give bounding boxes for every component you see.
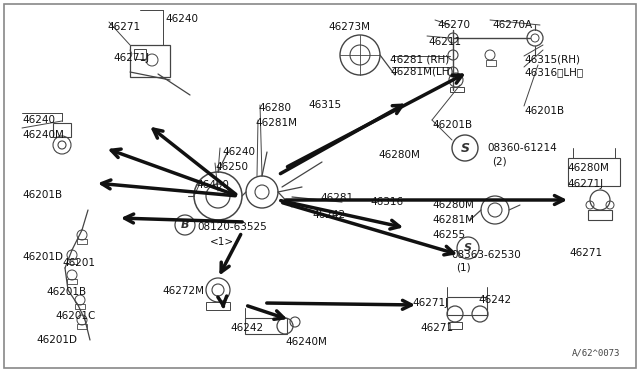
Text: 08360-61214: 08360-61214 (487, 143, 557, 153)
Bar (568, 158, 620, 186)
Text: 46281M(LH): 46281M(LH) (390, 66, 454, 76)
Bar (486, 60, 496, 66)
Text: 46240: 46240 (22, 115, 55, 125)
Text: 46281M: 46281M (432, 215, 474, 225)
Text: 46315(RH): 46315(RH) (524, 54, 580, 64)
Text: 46316〈LH〉: 46316〈LH〉 (524, 67, 583, 77)
Bar (53, 123, 71, 137)
Text: 46242: 46242 (312, 210, 345, 220)
Text: (2): (2) (492, 156, 507, 166)
Bar (134, 49, 146, 59)
Text: 46201B: 46201B (22, 190, 62, 200)
Bar (447, 297, 487, 315)
Text: 46240: 46240 (165, 14, 198, 24)
Text: 08120-63525: 08120-63525 (197, 222, 267, 232)
Text: 46280M: 46280M (432, 200, 474, 210)
Text: 46273M: 46273M (328, 22, 370, 32)
Text: 46201: 46201 (62, 258, 95, 268)
Text: 46201C: 46201C (55, 311, 95, 321)
Text: 46271: 46271 (420, 323, 453, 333)
Text: 46240M: 46240M (22, 130, 64, 140)
Text: 46201D: 46201D (22, 252, 63, 262)
Text: 46211: 46211 (428, 37, 461, 47)
Text: A/62^0073: A/62^0073 (572, 349, 620, 358)
Text: 46270A: 46270A (492, 20, 532, 30)
Text: 46201B: 46201B (524, 106, 564, 116)
Text: 46315: 46315 (308, 100, 341, 110)
Text: 46281 (RH): 46281 (RH) (390, 54, 449, 64)
Text: 46281: 46281 (320, 193, 353, 203)
Text: 46242: 46242 (478, 295, 511, 305)
Bar (75, 304, 85, 309)
Text: 46271J: 46271J (567, 179, 603, 189)
Text: S: S (464, 243, 472, 253)
Text: 46240: 46240 (222, 147, 255, 157)
Text: 46281M: 46281M (255, 118, 297, 128)
Text: <1>: <1> (210, 237, 234, 247)
Bar (245, 318, 287, 334)
Text: 46201D: 46201D (36, 335, 77, 345)
Bar (450, 87, 464, 92)
Text: 46250: 46250 (215, 162, 248, 172)
Bar (206, 302, 230, 310)
Text: 46201B: 46201B (432, 120, 472, 130)
Bar (67, 279, 77, 284)
Text: 46255: 46255 (432, 230, 465, 240)
Text: 46280M: 46280M (378, 150, 420, 160)
Text: 46271: 46271 (107, 22, 140, 32)
Text: 46271J: 46271J (113, 53, 149, 63)
Bar (77, 239, 87, 244)
Bar (130, 45, 170, 77)
Text: 46280M: 46280M (567, 163, 609, 173)
Bar (448, 322, 462, 329)
Text: B: B (180, 220, 189, 230)
Text: 46240M: 46240M (285, 337, 327, 347)
Text: 46271: 46271 (569, 248, 602, 258)
Bar (77, 324, 87, 329)
Text: 46242: 46242 (230, 323, 263, 333)
Text: 46400: 46400 (196, 180, 229, 190)
Text: 08363-62530: 08363-62530 (451, 250, 521, 260)
Text: 46272M: 46272M (162, 286, 204, 296)
Text: 46201B: 46201B (46, 287, 86, 297)
Text: 46280: 46280 (258, 103, 291, 113)
Bar (588, 210, 612, 220)
Text: S: S (461, 141, 470, 154)
Text: (1): (1) (456, 263, 470, 273)
Text: 46316: 46316 (370, 197, 403, 207)
Bar (67, 259, 77, 264)
Text: 46271J: 46271J (412, 298, 448, 308)
Text: 46270: 46270 (437, 20, 470, 30)
